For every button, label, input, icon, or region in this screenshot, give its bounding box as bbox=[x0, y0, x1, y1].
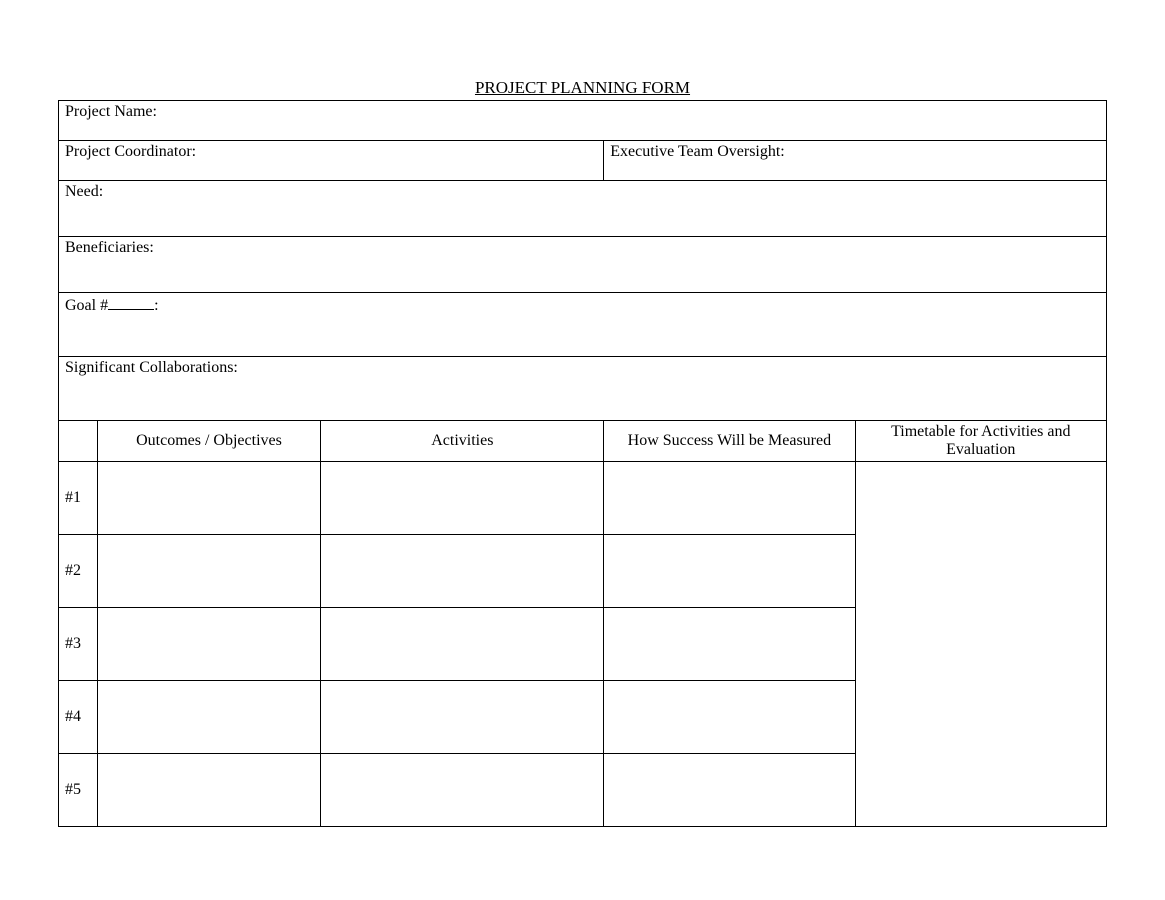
project-coordinator-label: Project Coordinator: bbox=[65, 143, 196, 160]
header-activities: Activities bbox=[321, 421, 604, 462]
header-blank bbox=[59, 421, 98, 462]
row-number: #1 bbox=[59, 462, 98, 535]
activities-cell bbox=[321, 608, 604, 681]
form-title: PROJECT PLANNING FORM bbox=[58, 78, 1107, 98]
outcomes-cell bbox=[97, 535, 321, 608]
goal-label-prefix: Goal # bbox=[65, 297, 108, 314]
row-number: #5 bbox=[59, 754, 98, 827]
need-label: Need: bbox=[65, 183, 103, 200]
activities-cell bbox=[321, 681, 604, 754]
need-cell: Need: bbox=[59, 181, 1107, 237]
measured-cell bbox=[604, 608, 855, 681]
activities-cell bbox=[321, 462, 604, 535]
outcomes-cell bbox=[97, 462, 321, 535]
timetable-cell bbox=[855, 462, 1106, 827]
measured-cell bbox=[604, 462, 855, 535]
table-row: #1 bbox=[59, 462, 1107, 535]
activities-cell bbox=[321, 535, 604, 608]
project-coordinator-cell: Project Coordinator: bbox=[59, 141, 604, 181]
goal-cell: Goal #: bbox=[59, 293, 1107, 357]
column-headers-row: Outcomes / Objectives Activities How Suc… bbox=[59, 421, 1107, 462]
page-container: PROJECT PLANNING FORM Project Name: Proj… bbox=[0, 0, 1165, 867]
measured-cell bbox=[604, 681, 855, 754]
row-number: #4 bbox=[59, 681, 98, 754]
project-name-cell: Project Name: bbox=[59, 101, 1107, 141]
project-name-label: Project Name: bbox=[65, 103, 157, 120]
goal-number-blank bbox=[108, 295, 154, 310]
header-outcomes: Outcomes / Objectives bbox=[97, 421, 321, 462]
header-measured: How Success Will be Measured bbox=[604, 421, 855, 462]
beneficiaries-cell: Beneficiaries: bbox=[59, 237, 1107, 293]
executive-oversight-label: Executive Team Oversight: bbox=[610, 143, 785, 160]
measured-cell bbox=[604, 754, 855, 827]
planning-form-table: Project Name: Project Coordinator: Execu… bbox=[58, 100, 1107, 827]
measured-cell bbox=[604, 535, 855, 608]
header-timetable: Timetable for Activities and Evaluation bbox=[855, 421, 1106, 462]
collaborations-cell: Significant Collaborations: bbox=[59, 357, 1107, 421]
goal-label-suffix: : bbox=[154, 297, 158, 314]
outcomes-cell bbox=[97, 608, 321, 681]
activities-cell bbox=[321, 754, 604, 827]
collaborations-label: Significant Collaborations: bbox=[65, 359, 238, 376]
outcomes-cell bbox=[97, 754, 321, 827]
row-number: #3 bbox=[59, 608, 98, 681]
beneficiaries-label: Beneficiaries: bbox=[65, 239, 154, 256]
outcomes-cell bbox=[97, 681, 321, 754]
row-number: #2 bbox=[59, 535, 98, 608]
executive-oversight-cell: Executive Team Oversight: bbox=[604, 141, 1107, 181]
